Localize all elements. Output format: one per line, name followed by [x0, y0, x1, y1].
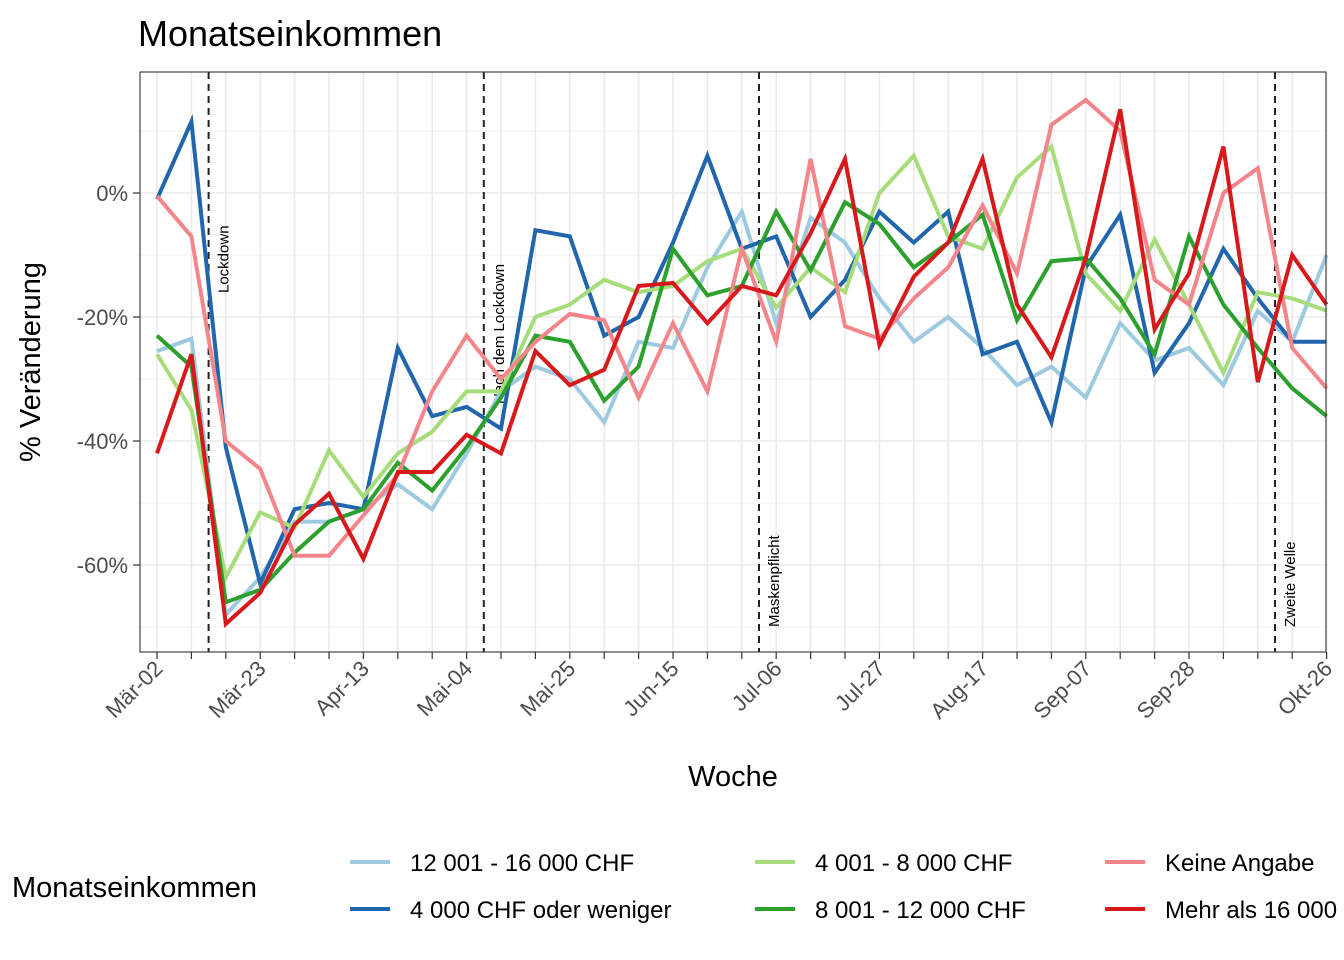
x-tick-label: Apr-13: [310, 656, 374, 720]
x-tick-label: Mai-04: [412, 656, 477, 721]
x-tick-label: Sep-07: [1028, 656, 1096, 724]
y-tick-label: -60%: [77, 553, 128, 578]
legend-label: 8 001 - 12 000 CHF: [815, 897, 1026, 924]
event-label: Lockdown: [216, 225, 233, 293]
x-tick-label: Aug-17: [925, 656, 993, 724]
event-label: Zweite Welle: [1282, 541, 1299, 627]
y-axis-title: % Veränderung: [15, 262, 47, 462]
x-tick-label: Jun-15: [618, 656, 683, 721]
x-tick-label: Sep-28: [1132, 656, 1200, 724]
legend-label: 12 001 - 16 000 CHF: [410, 850, 634, 877]
legend-label: Keine Angabe: [1165, 850, 1314, 877]
plot-border: [139, 71, 1327, 653]
y-tick-label: -40%: [77, 429, 128, 454]
legend-label: 4 001 - 8 000 CHF: [815, 850, 1012, 877]
legend-label: Mehr als 16 000 CHF: [1165, 897, 1344, 924]
y-tick-label: 0%: [96, 181, 128, 206]
x-tick-label: Mai-25: [515, 656, 580, 721]
y-axis: 0% -20% -40% -60%: [77, 181, 140, 578]
x-tick-label: Jul-27: [830, 656, 890, 716]
legend-title: Monatseinkommen: [12, 872, 257, 904]
series-lines: [155, 97, 1329, 628]
x-axis-title: Woche: [688, 761, 778, 793]
y-tick-label: -20%: [77, 305, 128, 330]
x-tick-label: Mär-02: [101, 656, 168, 723]
x-axis: Mär-02 Mär-23 Apr-13 Mai-04 Mai-25 Jun-15 Jul-…: [101, 652, 1337, 724]
legend-label: 4 000 CHF oder weniger: [410, 897, 671, 924]
x-tick-label: Okt-26: [1273, 656, 1337, 720]
x-tick-label: Mär-23: [204, 656, 271, 723]
event-label: Maskenpflicht: [766, 534, 783, 627]
x-tick-label: Jul-06: [727, 656, 787, 716]
legend: Monatseinkommen 12 001 - 16 000 CHF 4 000…: [12, 850, 1344, 924]
chart-title: Monatseinkommen: [138, 13, 442, 54]
grid-major: [140, 72, 1328, 652]
series-line: [155, 108, 1329, 628]
